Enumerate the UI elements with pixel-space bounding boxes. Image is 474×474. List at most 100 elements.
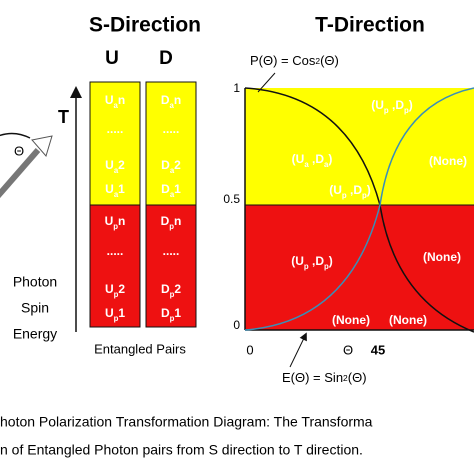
script-text: p	[114, 314, 119, 323]
region-label: (Up ,Dp)	[291, 254, 333, 270]
cell-label: .....	[163, 244, 180, 258]
region-label: (Up ,Dp)	[329, 183, 371, 199]
d-header: D	[159, 48, 173, 69]
script-text: a	[170, 166, 175, 175]
text-part: 1	[118, 182, 125, 196]
text-part: .....	[107, 122, 124, 136]
text-part: U	[105, 306, 114, 320]
text-part: (U	[371, 98, 384, 112]
t-title: T-Direction	[315, 14, 425, 37]
text-part: D	[161, 158, 170, 172]
text-part: (None)	[332, 313, 370, 327]
script-text: p	[114, 290, 119, 299]
photon-arrow-head	[31, 135, 53, 158]
text-part: U	[105, 214, 114, 228]
text-part: (Θ)	[348, 370, 367, 385]
script-text: p	[170, 314, 175, 323]
text-part: n	[118, 214, 125, 228]
angle-arc	[0, 132, 31, 139]
energy-label: Spin	[21, 300, 49, 316]
text-part: .....	[163, 244, 180, 258]
script-text: p	[324, 262, 329, 271]
region-label: (Up ,Dp)	[371, 98, 413, 114]
text-part: D	[161, 282, 170, 296]
region-label: (None)	[429, 154, 467, 168]
cell-label: .....	[107, 122, 124, 136]
region-label: (None)	[389, 313, 427, 327]
script-text: a	[169, 101, 174, 110]
script-text: p	[113, 222, 118, 231]
text-part: ,D	[309, 152, 325, 166]
text-part: (U	[329, 183, 342, 197]
text-part: n	[118, 93, 125, 107]
region-label: (Ua ,Da)	[292, 152, 333, 168]
text-part: U	[105, 282, 114, 296]
script-text: p	[170, 290, 175, 299]
energy-label: Energy	[13, 326, 57, 342]
x-label: 0	[246, 342, 253, 357]
text-part: P(Θ) = Cos	[250, 53, 316, 68]
cell-label: Uan	[105, 93, 125, 109]
text-part: ,D	[389, 98, 405, 112]
text-part: ,D	[309, 254, 325, 268]
caption-line: hoton Polarization Transformation Diagra…	[0, 414, 373, 430]
u-yellow	[89, 81, 141, 206]
cell-label: Dp1	[161, 306, 181, 322]
cell-label: .....	[163, 122, 180, 136]
red-region	[245, 205, 474, 330]
text-part: ,D	[347, 183, 363, 197]
text-part: (U	[291, 254, 304, 268]
entangled-pairs: Entangled Pairs	[94, 341, 186, 356]
script-text: p	[169, 222, 174, 231]
y-label: 1	[233, 81, 240, 95]
script-text: a	[114, 166, 119, 175]
script-text: a	[114, 190, 119, 199]
text-part: U	[105, 93, 114, 107]
cell-label: Dpn	[161, 214, 182, 230]
photon-arrow	[0, 148, 41, 199]
y-label: 0.5	[223, 192, 240, 206]
yellow-region	[245, 88, 474, 205]
text-part: D	[161, 214, 170, 228]
text-part: 2	[118, 282, 125, 296]
text-part: E(Θ) = Sin	[282, 370, 343, 385]
u-header: U	[105, 48, 119, 69]
cell-label: Up1	[105, 306, 125, 322]
script-text: p	[384, 106, 389, 115]
text-part: D	[161, 306, 170, 320]
cos-formula: P(Θ) = Cos2(Θ)	[250, 53, 339, 68]
text-part: n	[174, 214, 181, 228]
x-label: 45	[371, 342, 385, 357]
sin-curve	[244, 87, 474, 331]
script-text: a	[170, 190, 175, 199]
text-part: )	[328, 152, 332, 166]
s-title: S-Direction	[89, 14, 201, 37]
text-part: )	[409, 98, 413, 112]
script-text: 2	[343, 373, 348, 383]
t-label: T	[58, 107, 69, 127]
script-text: p	[362, 191, 367, 200]
script-text: a	[113, 101, 118, 110]
text-part: 1	[118, 306, 125, 320]
text-part: .....	[163, 122, 180, 136]
t-plot	[244, 87, 474, 333]
text-part: (None)	[429, 154, 467, 168]
text-part: 2	[174, 282, 181, 296]
x-label: Θ	[343, 342, 353, 357]
caption-line: n of Entangled Photon pairs from S direc…	[0, 442, 363, 458]
text-part: D	[161, 182, 170, 196]
script-text: a	[324, 160, 329, 169]
text-part: (None)	[389, 313, 427, 327]
cell-label: Da1	[161, 182, 181, 198]
cell-label: Dan	[161, 93, 181, 109]
text-part: n	[174, 93, 181, 107]
text-part: )	[367, 183, 371, 197]
u-red	[89, 204, 141, 328]
text-part: (Θ)	[320, 53, 339, 68]
cell-label: Up2	[105, 282, 125, 298]
text-part: .....	[107, 244, 124, 258]
text-part: 1	[174, 182, 181, 196]
cell-label: Da2	[161, 158, 181, 174]
